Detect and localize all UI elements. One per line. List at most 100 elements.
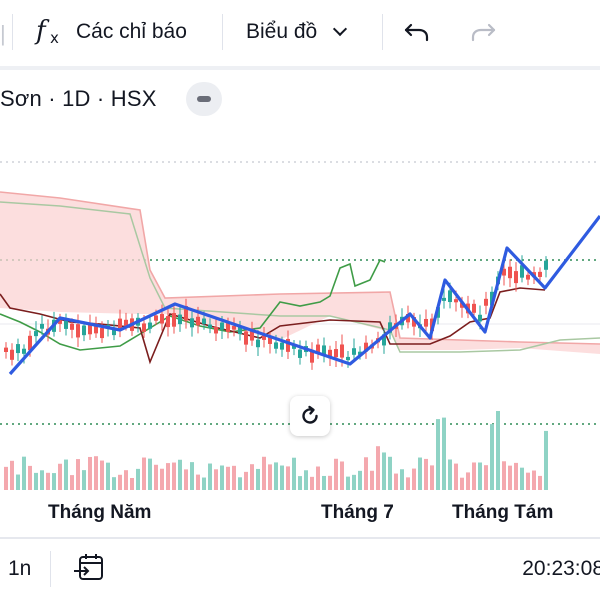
range-button[interactable]: 1n	[8, 557, 32, 580]
price-chart[interactable]	[0, 118, 600, 498]
volume-bar	[304, 470, 308, 490]
candle-body	[112, 329, 116, 336]
volume-bar	[10, 460, 14, 490]
volume-bar	[268, 464, 272, 490]
volume-bar	[490, 424, 494, 490]
volume-bar	[106, 462, 110, 490]
toolbar-divider	[0, 66, 600, 70]
volume-bar	[76, 459, 80, 490]
volume-bar	[484, 465, 488, 490]
volume-bar	[280, 465, 284, 490]
volume-bar	[346, 476, 350, 490]
candle-body	[250, 328, 254, 341]
volume-bar	[142, 457, 146, 490]
candle-body	[340, 344, 344, 358]
candle-body	[40, 323, 44, 329]
volume-bar	[316, 466, 320, 490]
volume-bar	[214, 469, 218, 490]
volume-bar	[418, 457, 422, 490]
candle-body	[22, 348, 26, 354]
candle-body	[178, 314, 182, 325]
reset-rotate-icon	[302, 405, 318, 424]
candle-body	[526, 274, 530, 280]
candle-body	[100, 328, 104, 339]
volume-bar	[112, 477, 116, 490]
redo-arrow-icon	[471, 23, 496, 42]
candle-body	[196, 316, 200, 326]
candle-body	[502, 268, 506, 276]
cloud-span-b	[0, 191, 600, 345]
volume-bar	[124, 470, 128, 490]
volume-bar	[292, 457, 296, 490]
volume-bar	[196, 474, 200, 490]
candle-body	[28, 335, 32, 351]
lagging-span	[0, 258, 386, 351]
candle-body	[478, 314, 482, 322]
candle-body	[16, 344, 20, 354]
candle-body	[94, 323, 98, 334]
volume-bar	[94, 456, 98, 490]
candle-body	[484, 298, 488, 306]
candle-body	[406, 313, 410, 323]
undo-arrow-icon	[404, 23, 429, 42]
volume-bar	[118, 474, 122, 490]
candle-body	[286, 338, 290, 352]
volume-bar	[460, 477, 464, 490]
clock-time: 20:23:08	[522, 557, 600, 580]
candle-body	[64, 320, 68, 329]
candle-body	[280, 342, 284, 350]
candle-body	[214, 326, 218, 334]
redo-button[interactable]	[470, 12, 504, 52]
cloud-span-a	[0, 201, 600, 353]
volume-bar	[4, 466, 8, 490]
toolbar-separator	[222, 14, 223, 50]
volume-bar	[172, 462, 176, 490]
volume-bars	[4, 411, 548, 490]
volume-bar	[364, 457, 368, 490]
volume-bar	[160, 468, 164, 490]
candle-body	[148, 322, 152, 329]
undo-button[interactable]	[404, 12, 438, 52]
candle-body	[262, 335, 266, 340]
bottom-bar: 1n 20:23:08	[0, 539, 600, 600]
volume-bar	[22, 456, 26, 490]
volume-bar	[478, 462, 482, 490]
candle-body	[472, 303, 476, 313]
volume-bar	[436, 419, 440, 490]
chart-type-button[interactable]: Biểu đồ	[246, 12, 348, 52]
volume-bar	[238, 477, 242, 490]
candle-body	[232, 325, 236, 330]
zigzag-line	[8, 215, 600, 376]
minus-icon	[197, 96, 211, 102]
candle-body	[538, 271, 542, 277]
symbol-legend[interactable]: Sơn · 1D · HSX	[0, 86, 157, 111]
candle-body	[298, 349, 302, 358]
volume-bar	[514, 462, 518, 490]
candle-body	[310, 349, 314, 363]
left-edge-symbol: |	[0, 21, 6, 46]
volume-bar	[508, 465, 512, 490]
candle-body	[160, 314, 164, 324]
goto-date-button[interactable]	[72, 551, 108, 587]
volume-bar	[34, 472, 38, 490]
candle-body	[208, 324, 212, 328]
candle-body	[490, 291, 494, 306]
candle-body	[352, 348, 356, 355]
candle-body	[166, 316, 170, 328]
x-axis-label-august: Tháng Tám	[452, 502, 554, 523]
candle-body	[34, 331, 38, 337]
volume-bar	[250, 464, 254, 490]
volume-bar	[496, 411, 500, 490]
toolbar-separator	[12, 14, 13, 50]
volume-bar	[442, 417, 446, 490]
volume-bar	[298, 476, 302, 490]
candle-body	[268, 337, 272, 344]
volume-bar	[82, 470, 86, 490]
legend-collapse-button[interactable]	[186, 82, 222, 116]
candle-body	[238, 326, 242, 335]
reset-chart-button[interactable]	[290, 396, 330, 436]
volume-bar	[388, 456, 392, 490]
